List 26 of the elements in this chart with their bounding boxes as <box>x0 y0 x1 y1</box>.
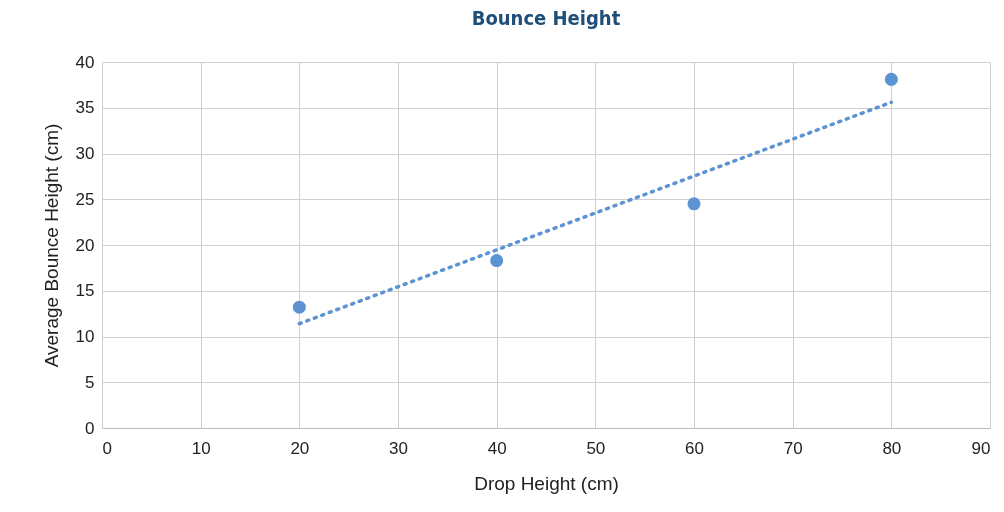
x-tick-label: 0 <box>102 438 112 458</box>
y-tick-label: 40 <box>75 52 95 72</box>
y-tick-label: 30 <box>75 144 95 163</box>
y-tick-label: 20 <box>75 235 95 255</box>
y-tick-label: 10 <box>75 327 95 346</box>
x-tick-label: 90 <box>971 438 991 458</box>
y-tick-label: 5 <box>85 372 95 392</box>
x-tick-label: 20 <box>290 438 310 458</box>
y-tick-label: 0 <box>85 418 95 438</box>
chart-title: Bounce Height <box>471 6 621 30</box>
x-tick-label: 60 <box>685 438 704 458</box>
x-tick-label: 70 <box>783 438 803 458</box>
point <box>292 300 306 314</box>
x-tick-label: 30 <box>389 438 408 458</box>
y-axis-title: Average Bounce Height (cm) <box>40 123 62 368</box>
x-axis-title: Drop Height (cm) <box>474 472 619 494</box>
x-tick-label: 80 <box>882 438 902 458</box>
y-tick-label: 15 <box>75 281 95 301</box>
point <box>490 254 504 268</box>
point <box>884 72 898 86</box>
x-tick-label: 40 <box>487 438 507 458</box>
x-tick-label: 10 <box>191 438 211 458</box>
x-tick-label: 50 <box>586 438 606 458</box>
y-tick-label: 35 <box>75 98 95 118</box>
y-tick-label: 25 <box>75 189 95 209</box>
point <box>687 197 701 211</box>
